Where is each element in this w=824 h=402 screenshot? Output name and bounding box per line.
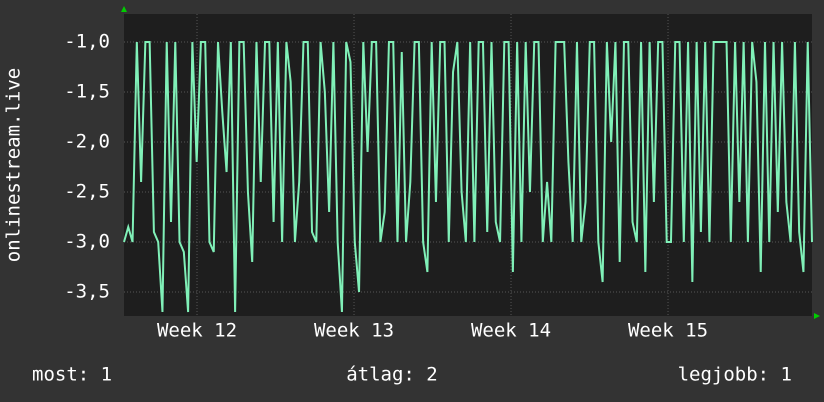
- x-tick-label: Week 14: [471, 320, 551, 342]
- x-tick-label: Week 13: [314, 320, 394, 342]
- data-line: [123, 41, 813, 313]
- y-tick-label: -3,0: [64, 231, 110, 253]
- footer-best: legjobb: 1: [678, 364, 792, 386]
- y-tick-label: -2,5: [64, 181, 110, 203]
- x-tick-label: Week 15: [628, 320, 708, 342]
- footer-now: most: 1: [32, 364, 112, 386]
- x-tick-label: Week 12: [157, 320, 237, 342]
- y-tick-label: -3,5: [64, 281, 110, 303]
- y-axis-label: onlinestream.live: [3, 68, 25, 262]
- axis-arrow: [814, 313, 820, 319]
- footer-avg: átlag: 2: [346, 364, 438, 386]
- axis-arrow: [121, 6, 127, 12]
- y-tick-label: -1,5: [64, 81, 110, 103]
- y-tick-label: -1,0: [64, 31, 110, 53]
- y-tick-label: -2,0: [64, 131, 110, 153]
